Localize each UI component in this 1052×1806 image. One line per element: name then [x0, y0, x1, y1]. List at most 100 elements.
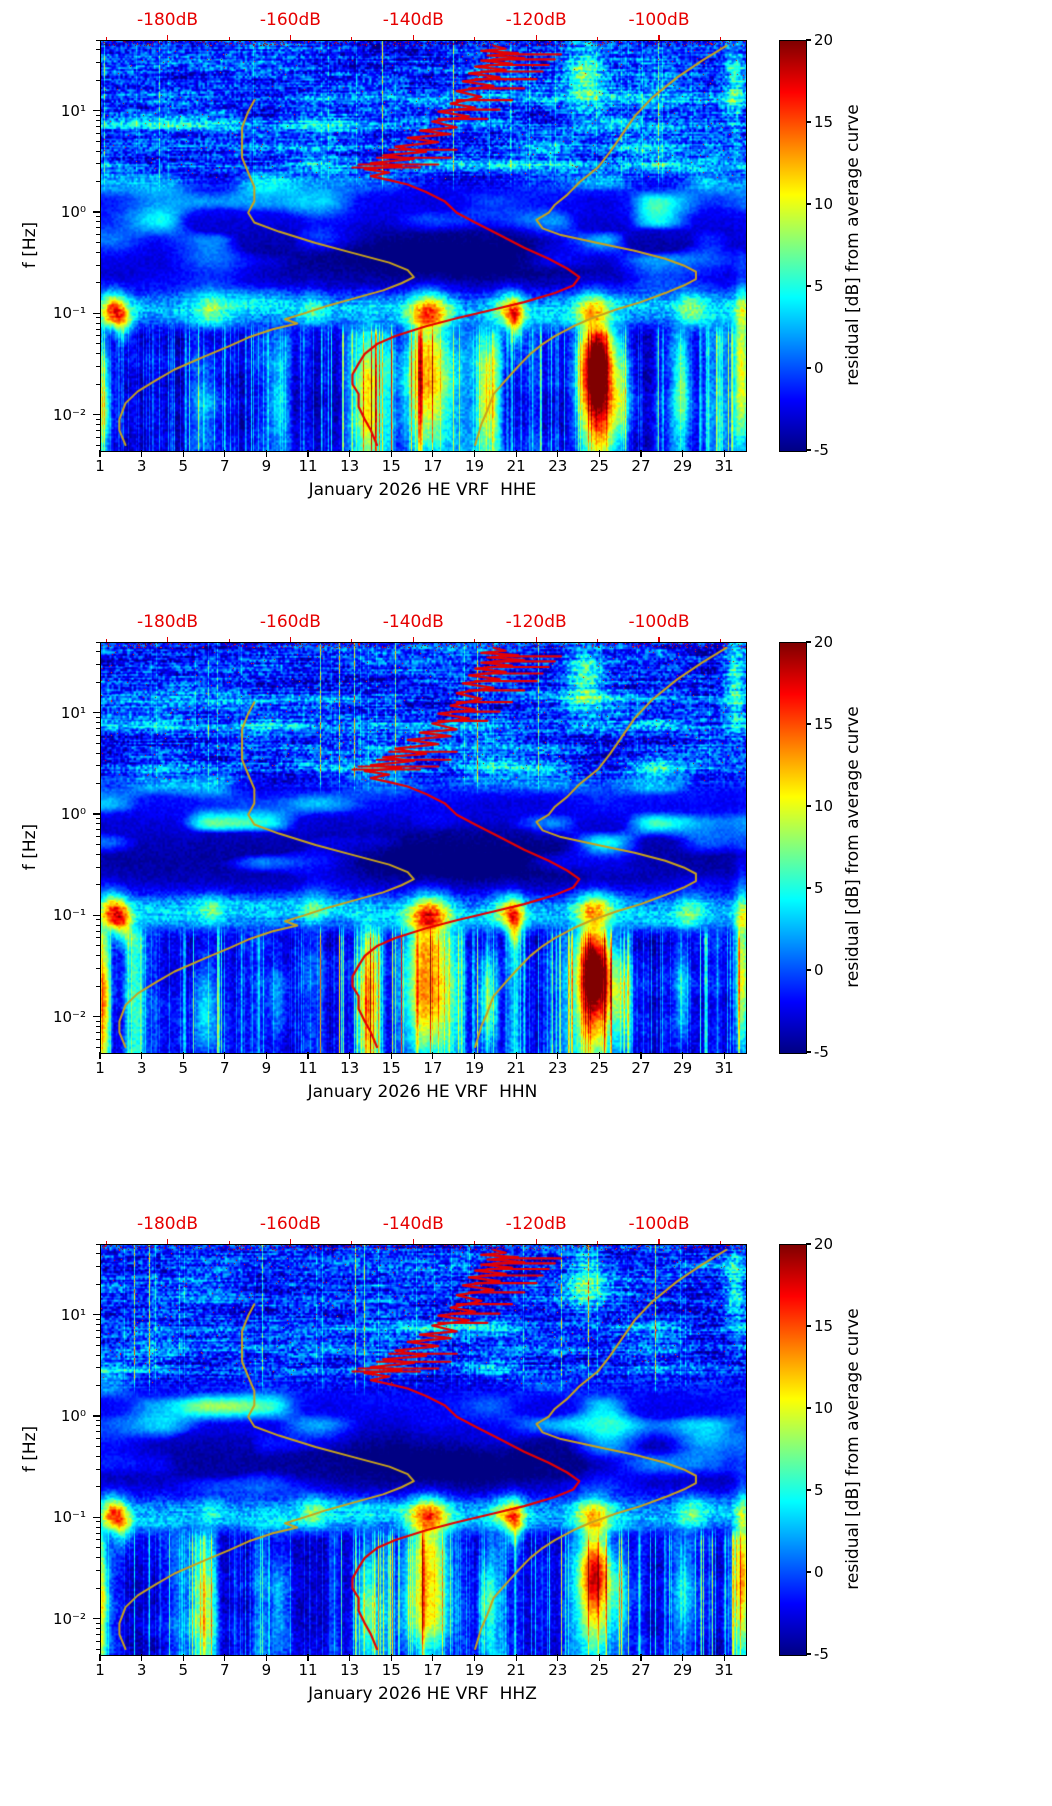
colorbar-tick-label: 20: [814, 1235, 834, 1253]
top-dB-tick-label: -160dB: [259, 1214, 321, 1234]
x-tick-label: 11: [298, 457, 318, 475]
x-tick-label: 17: [423, 457, 443, 475]
x-tick-label: 23: [548, 1059, 568, 1077]
top-dB-axis: -180dB -160dB -140dB -120dB -100dB: [100, 1214, 745, 1238]
x-tick-label: 5: [178, 1661, 188, 1679]
colorbar-tick-labels: 20 15 10 5 0 -5: [814, 1235, 854, 1663]
x-tick-label: 31: [714, 1661, 734, 1679]
colorbar-tick-label: 0: [814, 1563, 824, 1581]
y-major-tick: [93, 1314, 100, 1316]
x-tick-label: 29: [673, 1661, 693, 1679]
colorbar-tick-label: 15: [814, 715, 834, 733]
panel-hhe: -180dB -160dB -140dB -120dB -100dB f [Hz] 10…: [0, 0, 1052, 602]
x-tick-label: 9: [261, 457, 272, 475]
y-major-tick: [93, 1516, 100, 1518]
colorbar-tick-marks: [806, 641, 814, 1053]
x-tick-label: 1: [95, 1661, 105, 1679]
y-tick-labels: 10¹ 10⁰ 10⁻¹ 10⁻²: [0, 40, 86, 450]
x-tick-label: 25: [589, 1661, 609, 1679]
x-axis-label: January 2026 HE VRF HHE: [308, 480, 537, 500]
panel-hhn: -180dB -160dB -140dB -120dB -100dB f [Hz] 10…: [0, 602, 1052, 1204]
x-tick-label: 29: [673, 457, 693, 475]
x-tick-label: 7: [220, 1661, 230, 1679]
y-tick-label: 10¹: [60, 101, 86, 120]
top-dB-tick-label: -100dB: [628, 612, 690, 632]
x-tick-label: 13: [340, 1059, 360, 1077]
x-tick-label: 29: [673, 1059, 693, 1077]
x-tick-label: 9: [261, 1059, 272, 1077]
y-tick-label: 10⁻¹: [52, 304, 86, 323]
y-major-tick: [93, 813, 100, 815]
x-tick-label: 15: [381, 457, 401, 475]
x-tick-label: 1: [95, 1059, 105, 1077]
y-tick-label: 10⁰: [60, 1407, 86, 1426]
spectrogram-canvas: [101, 41, 746, 451]
x-tick-label: 7: [220, 457, 230, 475]
x-tick-label: 7: [220, 1059, 230, 1077]
colorbar-tick-label: 10: [814, 195, 834, 213]
top-dB-tick-label: -120dB: [505, 10, 567, 30]
y-major-tick: [93, 312, 100, 314]
spectrogram-canvas: [101, 1245, 746, 1655]
colorbar-label: residual [dB] from average curve: [838, 40, 868, 450]
x-tick-label: 15: [381, 1661, 401, 1679]
x-tick-label: 3: [136, 1059, 147, 1077]
top-dB-tick-label: -120dB: [505, 1214, 567, 1234]
y-tick-labels: 10¹ 10⁰ 10⁻¹ 10⁻²: [0, 1244, 86, 1654]
y-tick-label: 10⁻²: [52, 405, 86, 424]
top-dB-tick-label: -140dB: [382, 10, 444, 30]
top-dB-tick-label: -180dB: [137, 612, 199, 632]
colorbar: [779, 1244, 807, 1656]
colorbar-tick-marks: [806, 39, 814, 451]
plot-area: [100, 40, 747, 452]
x-tick-label: 27: [631, 1059, 651, 1077]
x-tick-label: 23: [548, 457, 568, 475]
colorbar: [779, 642, 807, 1054]
top-dB-tick-label: -140dB: [382, 1214, 444, 1234]
colorbar-label: residual [dB] from average curve: [838, 642, 868, 1052]
top-dB-tick-label: -120dB: [505, 612, 567, 632]
y-major-tick: [93, 712, 100, 714]
y-major-tick: [93, 1015, 100, 1018]
colorbar-tick-label: 0: [814, 359, 824, 377]
y-tick-label: 10⁻¹: [52, 1508, 86, 1527]
top-dB-tick-label: -140dB: [382, 612, 444, 632]
x-axis-label: January 2026 HE VRF HHZ: [308, 1684, 537, 1704]
top-dB-axis: -180dB -160dB -140dB -120dB -100dB: [100, 612, 745, 636]
x-tick-label: 5: [178, 457, 188, 475]
x-tick-label: 27: [631, 457, 651, 475]
x-tick-labels: 1 3 5 7 9 11 13 15 17 19 21 23 25 27 29 31: [95, 457, 745, 477]
x-tick-label: 11: [298, 1059, 318, 1077]
colorbar-tick-label: 20: [814, 31, 834, 49]
x-tick-label: 17: [423, 1059, 443, 1077]
colorbar-tick-marks: [806, 1243, 814, 1655]
x-tick-label: 19: [464, 1661, 485, 1679]
y-tick-label: 10⁻²: [52, 1609, 86, 1628]
panel-hhz: -180dB -160dB -140dB -120dB -100dB f [Hz] 10…: [0, 1204, 1052, 1806]
plot-area: [100, 1244, 747, 1656]
y-tick-label: 10⁰: [60, 203, 86, 222]
x-tick-label: 31: [714, 1059, 734, 1077]
x-tick-label: 19: [464, 1059, 485, 1077]
x-tick-label: 3: [136, 457, 147, 475]
x-tick-label: 25: [589, 457, 609, 475]
x-tick-labels: 1 3 5 7 9 11 13 15 17 19 21 23 25 27 29 31: [95, 1661, 745, 1681]
colorbar-tick-label: -5: [814, 1645, 829, 1663]
top-dB-tick-label: -180dB: [137, 10, 199, 30]
colorbar-tick-label: -5: [814, 441, 829, 459]
colorbar-label-text: residual [dB] from average curve: [843, 104, 863, 386]
colorbar-tick-label: 15: [814, 1317, 834, 1335]
x-tick-label: 9: [261, 1661, 272, 1679]
y-tick-label: 10¹: [60, 703, 86, 722]
colorbar-tick-label: -5: [814, 1043, 829, 1061]
x-tick-label: 23: [548, 1661, 568, 1679]
y-major-tick: [93, 914, 100, 916]
y-tick-label: 10⁰: [60, 805, 86, 824]
plot-area: [100, 642, 747, 1054]
colorbar-tick-label: 5: [814, 879, 824, 897]
top-dB-tick-label: -160dB: [259, 10, 321, 30]
colorbar: [779, 40, 807, 452]
y-tick-labels: 10¹ 10⁰ 10⁻¹ 10⁻²: [0, 642, 86, 1052]
colorbar-tick-label: 20: [814, 633, 834, 651]
